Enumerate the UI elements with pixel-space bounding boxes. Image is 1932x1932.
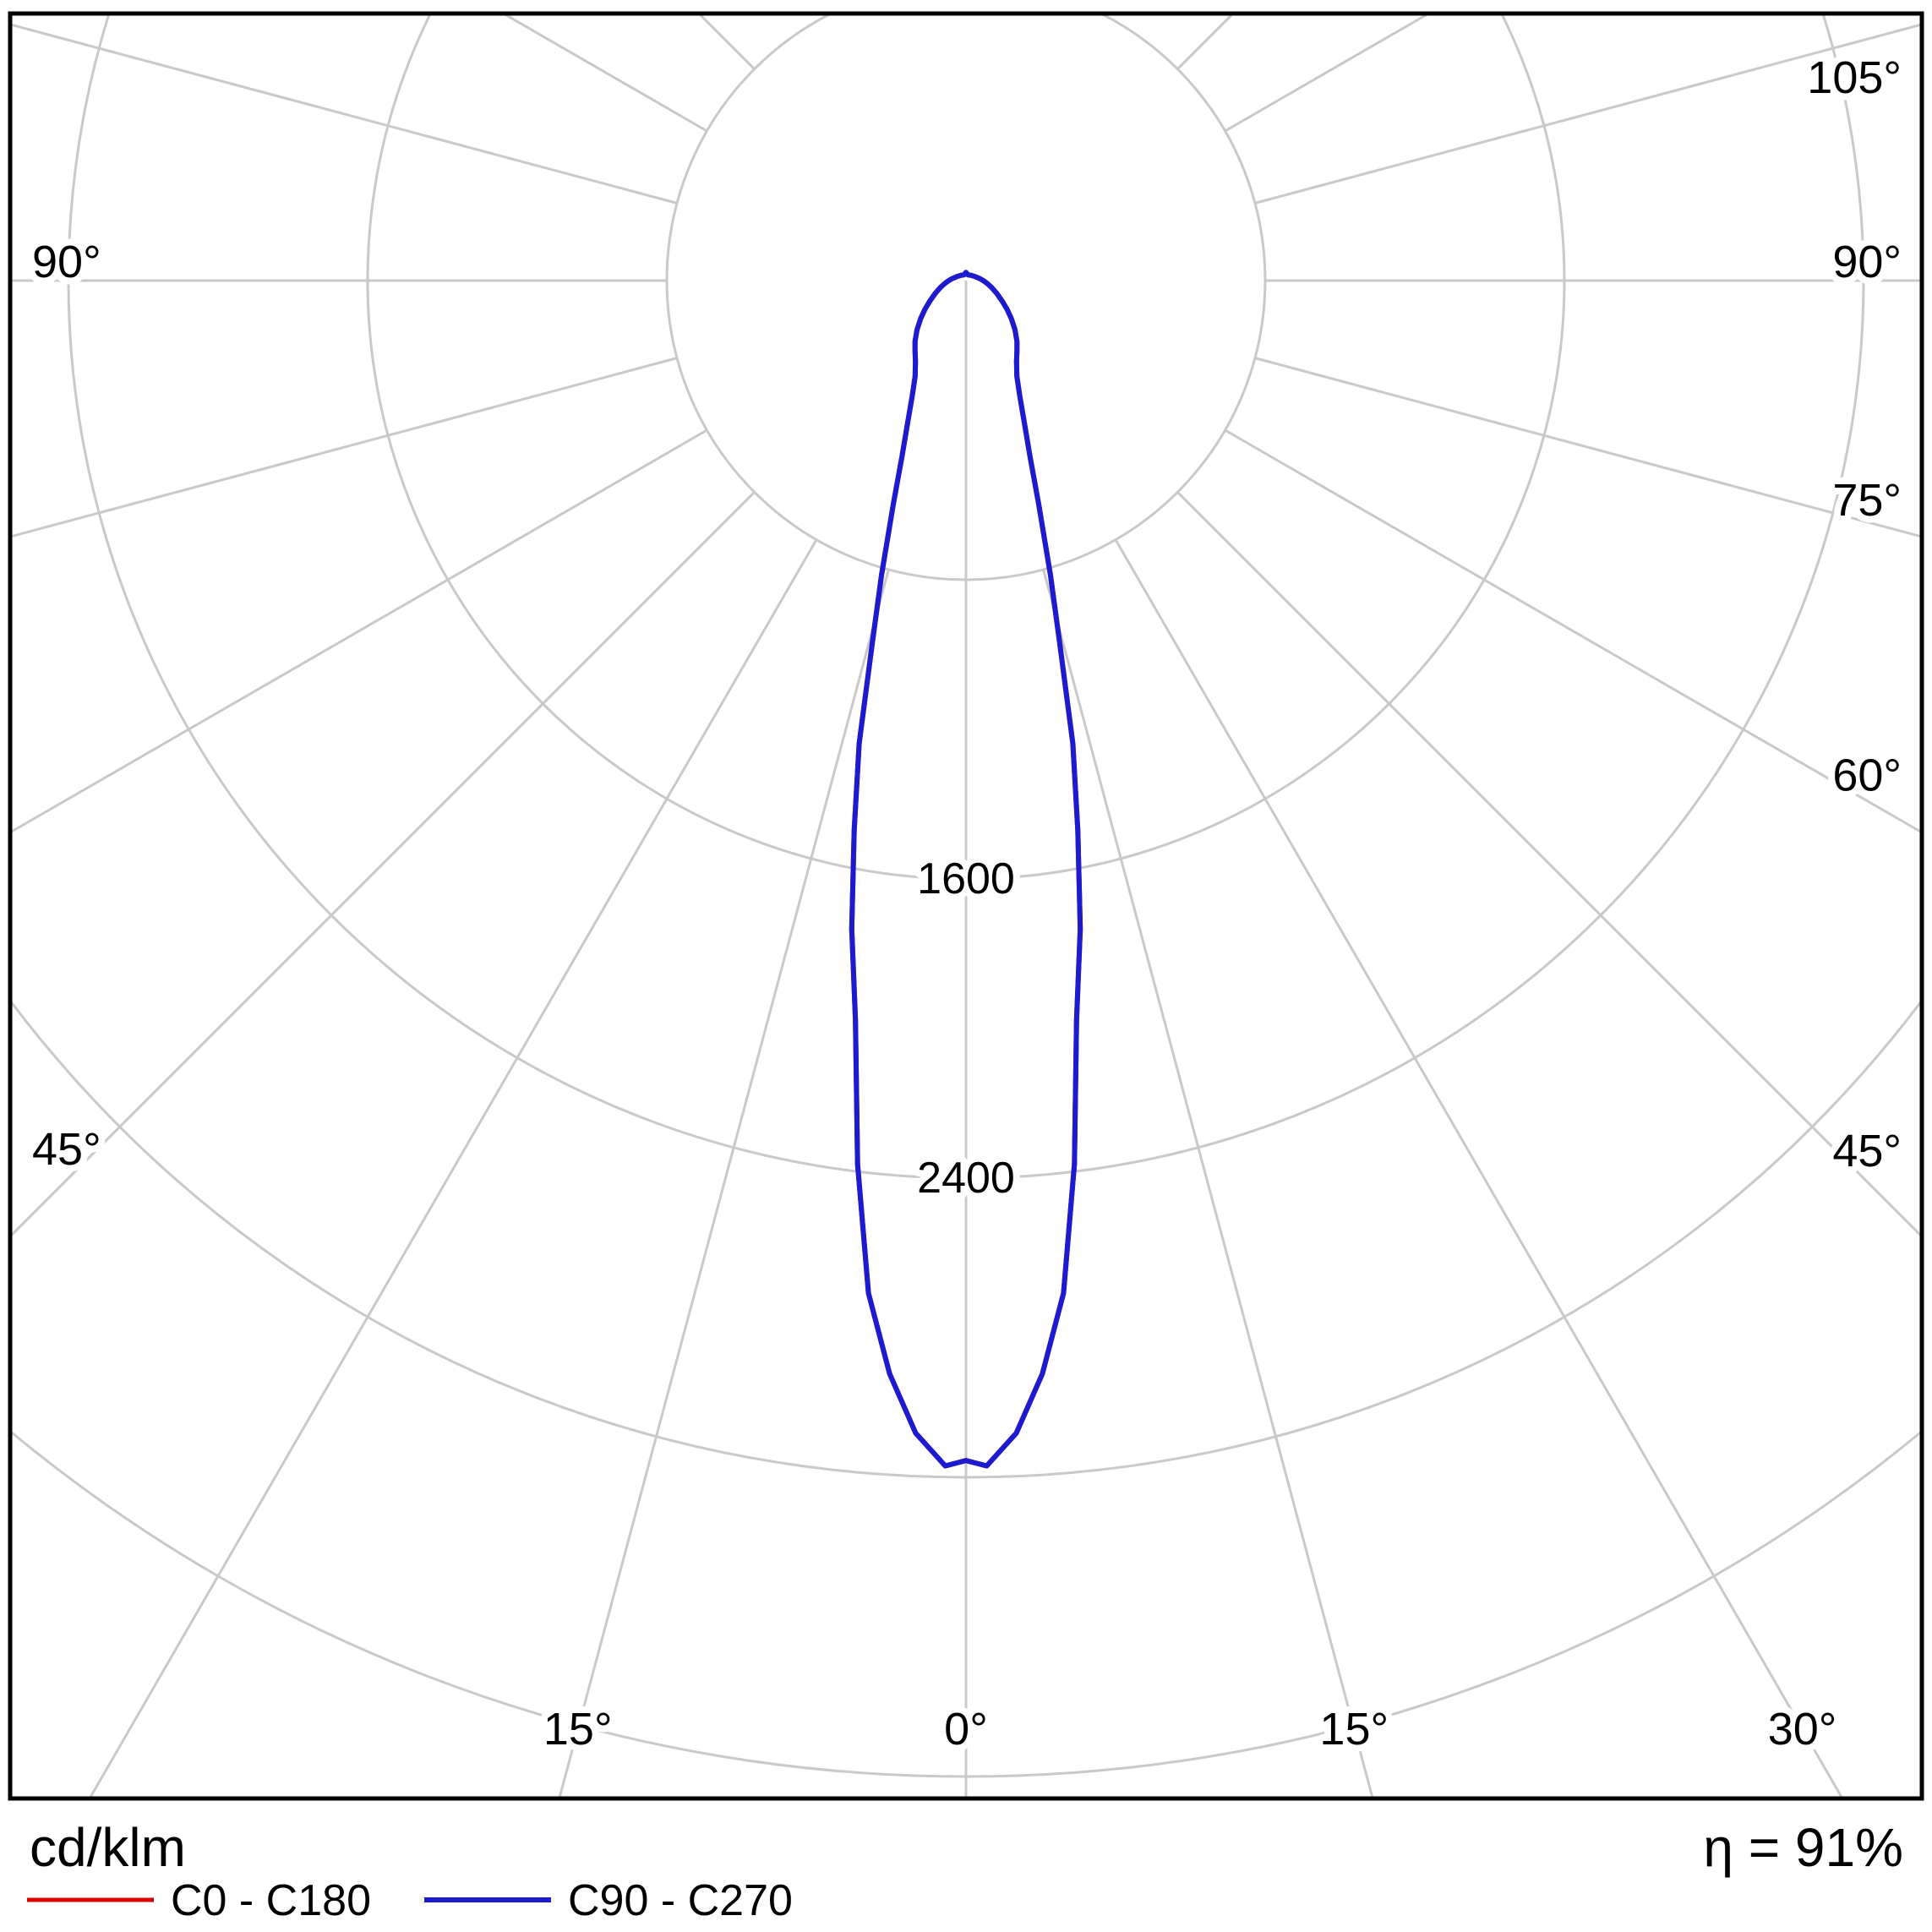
legend-label-c0-c180: C0 - C180 <box>171 1876 371 1925</box>
angle-label-right-30: 30° <box>1768 1704 1837 1755</box>
grid-ray-left-45 <box>12 491 756 1237</box>
efficiency-label: η = 91% <box>1703 1817 1903 1878</box>
axis-labels: 1600 2400 105° 90° 90° 75° 60° 45° 45° 15° 0° 15° 30… <box>25 46 1908 1761</box>
angle-label-right-75: 75° <box>1832 475 1902 526</box>
plot-border <box>8 11 1924 1801</box>
angle-label-left-45: 45° <box>32 1124 101 1175</box>
grid-ray-right-30 <box>1114 538 1843 1797</box>
angle-label-right-60: 60° <box>1832 750 1902 800</box>
angle-label-right-90: 90° <box>1832 237 1902 287</box>
legend-label-c90-c270: C90 - C270 <box>568 1876 793 1925</box>
grid-ray-left-15 <box>558 569 890 1797</box>
angle-label-right-105: 105° <box>1807 52 1902 103</box>
grid-ray-right-15 <box>1042 569 1374 1797</box>
grid-ray-left-75 <box>12 357 678 538</box>
ring-label-2400: 2400 <box>917 1154 1015 1203</box>
grid-ray-right-105 <box>1254 23 1920 205</box>
grid-ray-left-60 <box>12 428 708 833</box>
grid-ray-left-30 <box>89 538 818 1797</box>
angle-label-right-45: 45° <box>1832 1126 1902 1176</box>
grid-ray-right-75 <box>1254 357 1920 538</box>
ring-label-1600: 1600 <box>917 854 1015 903</box>
footer: cd/klm η = 91% C0 - C180 C90 - C270 <box>27 1817 1903 1925</box>
grid-ray-right-45 <box>1176 491 1920 1237</box>
curve-c90-c270 <box>849 270 1083 1469</box>
angle-label-left-90: 90° <box>32 237 101 287</box>
angle-label-left-15: 15° <box>543 1704 613 1755</box>
grid-ray-right-60 <box>1224 428 1920 833</box>
angle-label-center-0: 0° <box>944 1704 988 1755</box>
intensity-curves <box>849 270 1083 1469</box>
units-label: cd/klm <box>30 1817 186 1878</box>
angle-label-right-15: 15° <box>1319 1704 1389 1755</box>
grid-ray-left-105 <box>12 23 678 205</box>
